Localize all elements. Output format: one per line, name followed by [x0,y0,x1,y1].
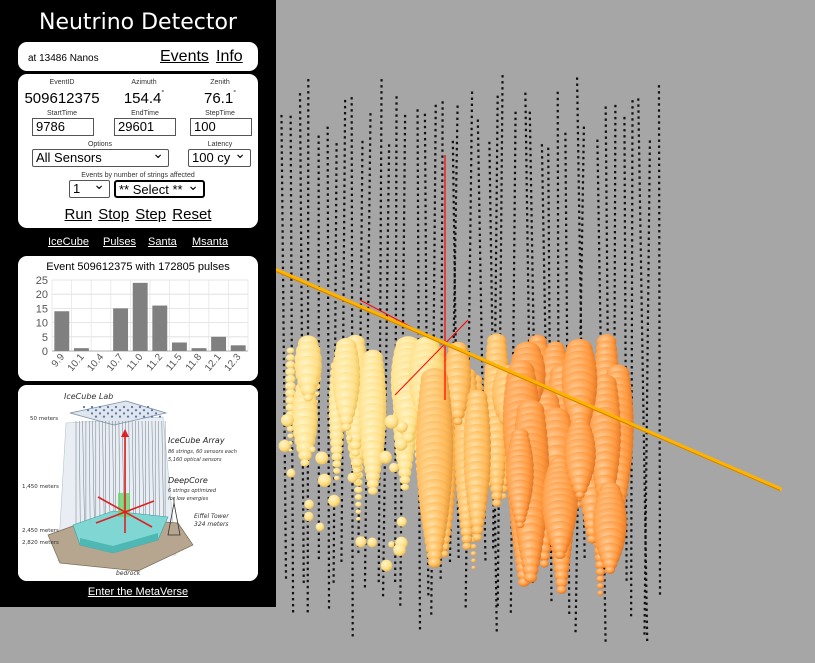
event-card: EventID 509612375 Azimuth 154.4° Zenith … [18,74,258,228]
sensor-hits [278,333,634,596]
metaverse-link[interactable]: Enter the MetaVerse [87,586,189,598]
chart-xtick-label: 12.3 [223,352,244,374]
neutrino-track-shadow [275,271,781,491]
chart-xtick-label: 11.0 [125,352,146,374]
chart-ytick-label: 5 [42,332,48,344]
pulses-link[interactable]: Pulses [103,236,137,248]
chart-title: Event 509612375 with 172805 pulses [46,261,230,273]
diagram-lab-label: IceCube Lab [64,392,113,401]
chart-bar [211,336,227,351]
diagram-depth-1: 50 meters [30,416,58,422]
chart-ytick-label: 25 [36,275,48,287]
strings-event-select[interactable]: ** Select ** [114,177,205,198]
latency-label: Latency [207,141,233,148]
diagram-array-desc2: 5,160 optical sensors [168,457,222,463]
diagram-depth-2: 1,450 meters [22,484,59,490]
chart-bar [73,348,89,351]
chart-xtick-label: 10.7 [105,352,126,374]
playback-controls: Run Stop Step Reset [18,206,258,223]
events-link[interactable]: Events [160,48,209,65]
azimuth-label: Azimuth [131,79,157,86]
chart-bar [191,348,207,351]
strings-filter-label: Events by number of strings affected [81,172,195,179]
chart-ytick-label: 0 [42,346,48,358]
chart-xtick-label: 10.1 [66,352,87,374]
pulse-histogram-card: 0 5 10 15 20 25 9.9 10.1 10.4 10.7 11.0 11.2 11.5 11.… [18,256,258,381]
latency-select[interactable]: 100 cy [188,145,251,167]
step-button[interactable]: Step [135,206,167,223]
event-id-value: 509612375 [24,90,100,107]
chart-xtick-label: 12.1 [203,352,224,374]
chart-xtick-label: 11.8 [184,352,205,374]
icecube-diagram: IceCube Lab IceCube Array 86 strings, 60… [18,385,258,581]
event-id-label: EventID [49,79,75,86]
diagram-deepcore-label: DeepCore [168,476,208,485]
chart-bar [230,345,246,351]
app-title: Neutrino Detector [39,10,237,35]
zenith-label: Zenith [210,79,230,86]
diagram-array-desc1: 86 strings, 60 sensors each [168,449,237,455]
diagram-deepcore-desc2: for low energies [168,496,209,502]
diagram-depth-4: 2,820 meters [22,540,59,546]
chart-xtick-label: 11.2 [145,352,166,374]
data-links: IceCube Pulses Santa Msanta [0,236,276,252]
chart-bar [152,305,168,351]
info-link[interactable]: Info [216,48,243,65]
chart-bar [132,282,148,351]
axis-diagonal-1 [394,319,469,396]
diagram-array-label: IceCube Array [168,436,225,445]
options-select[interactable]: All Sensors [32,145,169,167]
chart-ytick-label: 15 [36,303,48,315]
chart-bar [54,311,70,351]
step-time-input[interactable]: 100 [190,118,252,136]
diagram-bedrock-label: bedrock [116,570,141,577]
chart-xtick-label: 11.5 [164,352,185,374]
end-time-input[interactable]: 29601 [114,118,176,136]
run-button[interactable]: Run [64,206,93,223]
reset-button[interactable]: Reset [172,206,212,223]
status-card: at 13486 Nanos Events Info [18,42,258,71]
step-time-label: StepTime [205,110,235,117]
chart-ytick-label: 20 [36,289,48,301]
diagram-eiffel-label: Eiffel Tower [194,513,229,520]
azimuth-value: 154.4° [123,90,165,107]
chart-xtick-label: 10.4 [85,352,106,374]
end-time-label: EndTime [131,110,159,117]
msanta-link[interactable]: Msanta [192,236,229,248]
icecube-diagram-graphic: IceCube Lab IceCube Array 86 strings, 60… [18,385,258,581]
chart-bar [171,342,187,351]
start-time-input[interactable]: 9786 [32,118,94,136]
diagram-eiffel-height: 324 meters [194,521,229,528]
stop-button[interactable]: Stop [98,206,130,223]
diagram-depth-3: 2,450 meters [22,528,59,534]
chart-bar [113,308,129,351]
zenith-value: 76.1° [203,90,236,107]
nanos-status: at 13486 Nanos [28,53,99,64]
start-time-label: StartTime [46,110,78,117]
strings-count-select[interactable]: 1 [69,176,110,198]
neutrino-track [274,268,782,491]
chart-ytick-label: 10 [36,318,48,330]
options-label: Options [87,141,113,148]
diagram-deepcore-desc1: 6 strings optimized [168,488,217,494]
control-panel: Neutrino Detector at 13486 Nanos Events … [0,0,276,607]
icecube-link[interactable]: IceCube [48,236,89,248]
santa-link[interactable]: Santa [148,236,177,248]
